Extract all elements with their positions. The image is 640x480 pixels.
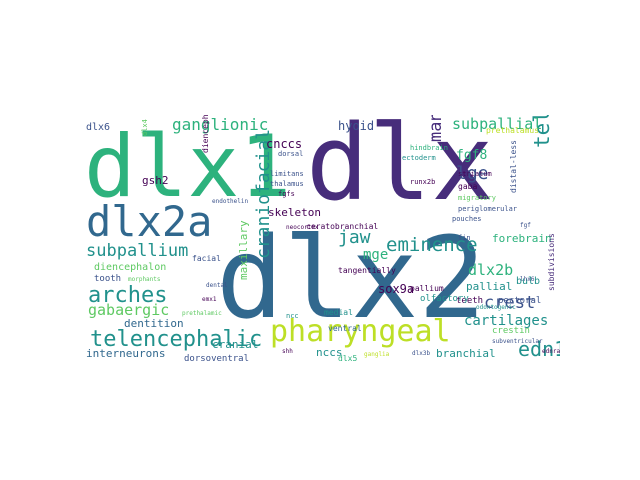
word-cloud: dlx1 dlx dlx2 dlx2a pharyngeal telenceph… [80,115,560,366]
word-subpallium: subpallium [86,241,189,261]
word-pectoral: pectoral [498,296,542,306]
word-hyoid: hyoid [338,119,375,133]
word-shh: shh [282,348,293,355]
word-prethalamic: prethalamic [182,310,222,317]
word-forebrain: forebrain [492,232,552,245]
word-subventricular: subventricular [492,338,543,345]
word-arches: arches [88,283,168,308]
word-dlx4: dlx4 [141,119,149,136]
word-crestin: crestin [492,326,530,336]
word-dorsal: dorsal [278,150,304,158]
word-pallial: pallial [466,280,513,293]
word-runx2b: runx2b [410,178,436,186]
word-striatum: striatum [458,170,492,178]
word-dorsoventral: dorsoventral [184,354,250,364]
word-ectoderm: ectoderm [402,154,436,162]
word-mge: mge [363,247,389,263]
word-fgf: fgf [520,222,531,229]
word-interneurons: interneurons [86,347,166,360]
word-sox9a: sox9a [378,282,415,296]
word-migratory: migratory [458,194,496,202]
word-skeleton: skeleton [268,206,321,219]
word-lhx6: lhx6 [520,276,535,283]
word-morphants: morphants [128,276,161,283]
word-tangentially: tangentially [338,266,396,275]
word-dentition: dentition [124,317,184,330]
word-eminence: eminence [386,234,478,256]
word-tooth: tooth [94,274,122,284]
word-telencephalic: telencephalic [90,327,263,352]
word-fgfs: fgfs [278,190,295,198]
word-cranial: cranial [212,338,259,351]
word-pouches: pouches [452,215,482,223]
word-hindbrain: hindbrain [410,144,448,152]
word-cnccs: cnccs [266,137,303,151]
word-limitans: limitans [270,170,304,178]
word-teeth: teeth [456,296,484,306]
word-odontogenic: odontogenic [476,304,516,311]
word-lge: lge [456,163,489,184]
word-ednra: ednra [542,348,560,355]
word-ganglia: ganglia [364,351,390,358]
word-pallium: pallium [410,284,444,293]
word-nccs: nccs [316,346,343,359]
word-distalless: distal-less [509,140,518,193]
word-cartilages: cartilages [464,313,549,329]
word-neocortex: neocortex [286,224,319,231]
word-dlx1: dlx1 [84,117,292,217]
word-olfactory: olfactory [420,294,469,304]
word-emx1: emx1 [202,296,217,303]
word-maxillary: maxillary [237,220,250,280]
word-jaw: jaw [338,227,371,248]
word-dlx5: dlx5 [338,354,358,363]
word-prethalamus: prethalamus [486,126,539,135]
word-endothelin: endothelin [212,198,249,205]
word-ventral: ventral [328,324,362,333]
word-thalamus: thalamus [270,180,304,188]
word-facial: facial [192,254,221,263]
word-dlx6: dlx6 [86,122,111,133]
word-dlx: dlx [306,115,494,224]
word-mandibular: mandibular [426,115,446,142]
word-pharyngeal: pharyngeal [270,314,451,349]
word-gabaergic: gabaergic [88,301,170,319]
word-ganglionic: ganglionic [172,115,269,134]
word-branchial: branchial [436,347,496,360]
word-medial: medial [324,308,353,317]
word-dlx2: dlx2 [216,214,486,344]
word-bulb: bulb [516,276,541,287]
word-crest: crest [484,293,536,313]
word-gsh2: gsh2 [142,174,169,187]
word-dlx2a: dlx2a [86,197,213,246]
word-dental: dental [206,282,228,289]
word-fin: fin [458,234,471,242]
word-periglomerular: periglomerular [458,205,518,213]
word-edn1: edn1 [518,337,560,361]
word-dlx2b: dlx2b [468,261,514,279]
word-subdivisions: subdivisions [547,233,556,291]
word-diencephalon: diencephalon [94,262,167,273]
word-ceratobranchial: ceratobranchial [306,222,379,231]
word-ncc: ncc [286,312,299,320]
word-gaba: gaba [458,182,478,191]
word-dlx3b: dlx3b [412,350,431,357]
word-subpallial: subpallial [452,115,543,133]
word-fgf8: fgf8 [456,148,488,163]
word-diencephalic: diencephalic [201,115,210,153]
